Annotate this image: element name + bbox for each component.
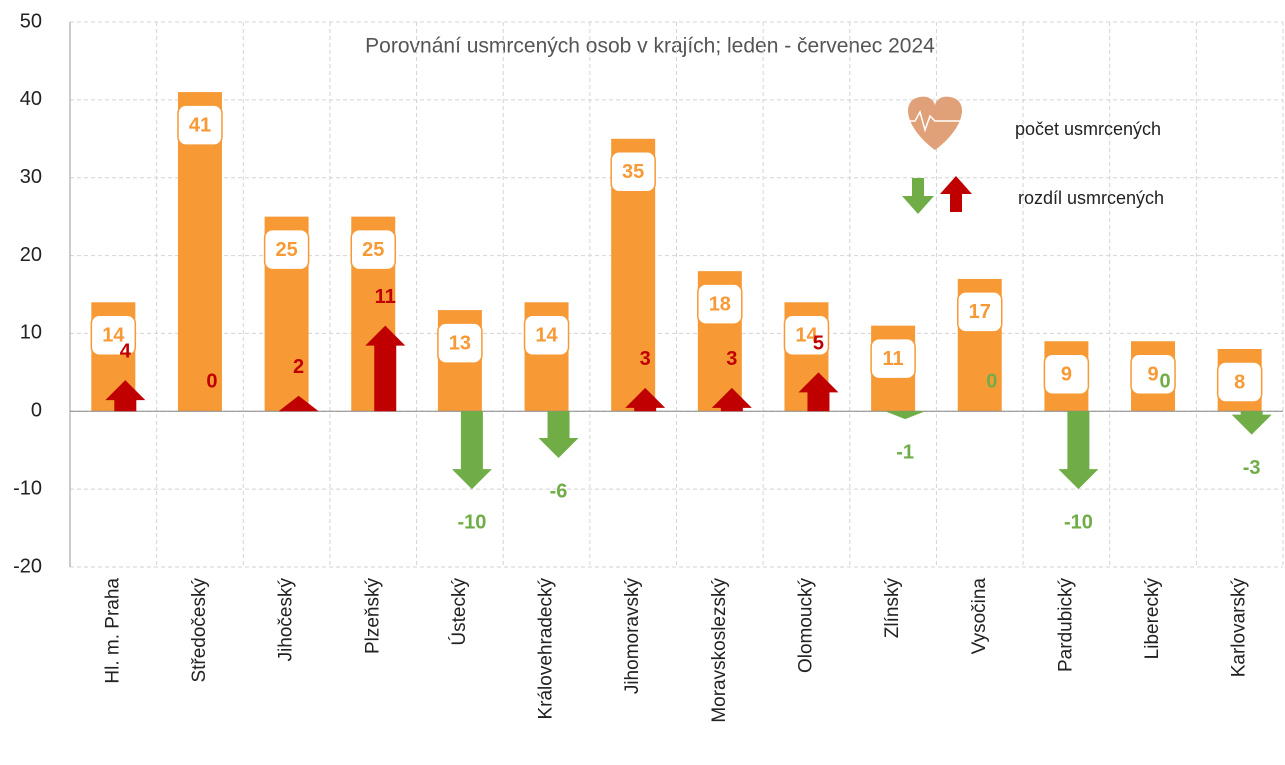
value-box bbox=[957, 291, 1003, 333]
diff-arrow bbox=[798, 372, 839, 412]
x-tick-label: Ústecký bbox=[448, 578, 470, 646]
diff-arrow bbox=[278, 395, 319, 412]
diff-arrow bbox=[365, 325, 406, 412]
diff-arrow bbox=[105, 380, 146, 412]
legend-arrow-up bbox=[940, 176, 972, 212]
bar-label: 35 bbox=[622, 161, 644, 183]
diff-label: 5 bbox=[813, 333, 824, 355]
bar-label: 17 bbox=[969, 301, 991, 323]
bar-label: 18 bbox=[709, 293, 731, 315]
diff-label: -3 bbox=[1243, 457, 1261, 479]
chart-title: Porovnání usmrcených osob v krajích; led… bbox=[365, 35, 935, 58]
diff-arrow bbox=[1231, 411, 1272, 435]
value-box bbox=[90, 314, 137, 357]
y-tick-label: 40 bbox=[20, 88, 42, 110]
value-box bbox=[610, 151, 656, 193]
diff-label: -10 bbox=[1064, 511, 1093, 533]
diff-arrow bbox=[1058, 411, 1099, 490]
y-tick-label: -20 bbox=[13, 555, 42, 577]
diff-label: 3 bbox=[640, 348, 651, 370]
diff-label: 2 bbox=[293, 356, 304, 378]
bar-label: 14 bbox=[102, 325, 125, 347]
value-box bbox=[1216, 361, 1263, 403]
x-tick-label: Olomoucký bbox=[795, 578, 816, 674]
bar-label: 8 bbox=[1234, 371, 1245, 393]
y-tick-label: 30 bbox=[20, 166, 42, 188]
x-tick-label: Plzeňský bbox=[362, 578, 383, 655]
bar-label: 41 bbox=[189, 114, 211, 136]
diff-label: -6 bbox=[550, 480, 568, 502]
bar-label: 14 bbox=[535, 325, 558, 347]
legend-heart bbox=[908, 96, 962, 150]
diff-label: -1 bbox=[896, 441, 914, 463]
value-box bbox=[437, 322, 483, 364]
diff-label: 0 bbox=[986, 371, 997, 393]
bar-label: 25 bbox=[362, 239, 384, 261]
y-tick-label: 0 bbox=[31, 400, 42, 422]
bar-label: 11 bbox=[883, 348, 904, 370]
bar-label: 9 bbox=[1147, 363, 1158, 385]
x-tick-label: Středočeský bbox=[189, 578, 210, 683]
bar-label: 13 bbox=[449, 332, 471, 354]
value-box bbox=[350, 228, 396, 271]
y-tick-label: 20 bbox=[20, 244, 42, 266]
diff-arrow bbox=[451, 411, 492, 490]
diff-label: 0 bbox=[206, 371, 217, 393]
x-tick-label: Zlínský bbox=[882, 578, 903, 639]
x-tick-label: Jihomoravský bbox=[622, 578, 643, 695]
value-box bbox=[523, 314, 570, 357]
bar-label: 14 bbox=[795, 325, 818, 347]
x-tick-label: Vysočina bbox=[969, 578, 990, 655]
value-box bbox=[870, 337, 916, 380]
diff-label: 11 bbox=[375, 286, 396, 308]
legend-label: rozdíl usmrcených bbox=[1018, 188, 1164, 208]
bar-label: 25 bbox=[275, 239, 297, 261]
x-tick-label: Moravskoslezský bbox=[709, 578, 730, 723]
value-box bbox=[697, 283, 743, 325]
x-tick-label: Hl. m. Praha bbox=[102, 578, 123, 684]
bar-label: 9 bbox=[1061, 363, 1072, 385]
y-tick-label: -10 bbox=[13, 477, 42, 499]
legend-arrow-down bbox=[902, 178, 934, 214]
legend-heart-pulse bbox=[893, 110, 978, 133]
diff-label: 4 bbox=[120, 340, 132, 362]
diff-arrow bbox=[538, 411, 579, 458]
diff-label: -10 bbox=[457, 511, 486, 533]
y-tick-label: 10 bbox=[20, 322, 42, 344]
diff-arrow bbox=[885, 411, 926, 420]
legend: počet usmrcených rozdíl usmrcených bbox=[893, 96, 1164, 214]
x-tick-label: Karlovarský bbox=[1229, 578, 1250, 678]
y-tick-label: 50 bbox=[20, 10, 42, 32]
value-box bbox=[177, 104, 223, 146]
x-tick-label: Liberecký bbox=[1142, 578, 1163, 660]
diff-label: 0 bbox=[1159, 371, 1170, 393]
diff-arrow bbox=[625, 387, 666, 412]
value-box bbox=[1130, 353, 1176, 395]
x-tick-label: Královehradecký bbox=[536, 578, 557, 720]
diff-arrow bbox=[711, 387, 752, 412]
diff-label: 3 bbox=[726, 348, 737, 370]
value-box bbox=[783, 314, 830, 357]
value-box bbox=[263, 228, 310, 271]
value-box bbox=[1043, 353, 1090, 395]
x-tick-label: Pardubický bbox=[1055, 578, 1076, 672]
x-tick-label: Jihočeský bbox=[276, 578, 297, 662]
legend-label: počet usmrcených bbox=[1015, 119, 1161, 139]
